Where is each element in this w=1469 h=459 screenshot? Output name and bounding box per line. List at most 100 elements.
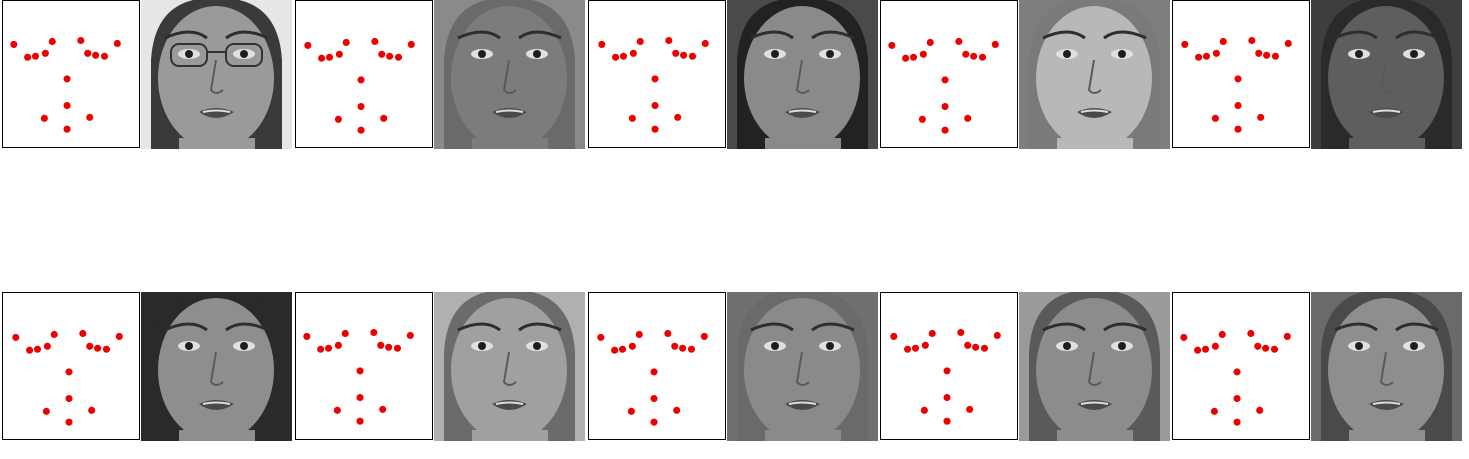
landmark-point xyxy=(50,330,58,339)
landmark-plot xyxy=(2,292,140,440)
landmark-point xyxy=(687,345,696,353)
landmark-point xyxy=(385,343,393,351)
landmark-point xyxy=(919,50,927,58)
landmark-point xyxy=(1234,125,1242,133)
landmark-point xyxy=(955,37,963,46)
landmark-point xyxy=(303,332,311,340)
sample-pair xyxy=(878,292,1170,448)
landmark-plot xyxy=(295,0,433,148)
landmark-point xyxy=(920,406,928,414)
landmark-point xyxy=(618,345,627,353)
landmark-point xyxy=(84,49,92,57)
landmark-point xyxy=(962,50,970,58)
landmark-point xyxy=(651,101,659,110)
landmark-point xyxy=(612,53,620,61)
landmark-point xyxy=(386,52,394,60)
landmark-point xyxy=(357,126,365,134)
landmark-point xyxy=(102,345,111,353)
grid-row-1 xyxy=(0,0,1469,156)
landmark-point xyxy=(1234,101,1242,110)
landmark-point xyxy=(978,53,987,61)
face-photo xyxy=(434,292,585,441)
landmark-point xyxy=(651,75,659,83)
landmark-point xyxy=(115,332,123,340)
landmark-point xyxy=(980,344,989,352)
landmark-point xyxy=(1233,394,1241,403)
face-photo xyxy=(1019,292,1170,441)
landmark-point xyxy=(94,344,102,352)
landmark-point xyxy=(918,115,926,123)
sample-pair xyxy=(1170,0,1462,156)
landmark-point xyxy=(991,40,999,48)
landmark-point xyxy=(43,342,51,350)
landmark-point xyxy=(393,344,402,352)
landmark-point xyxy=(629,49,637,57)
landmark-point xyxy=(1283,332,1291,340)
face-photo xyxy=(1311,292,1462,441)
landmark-point xyxy=(635,330,643,339)
landmark-point xyxy=(674,113,682,121)
face-photo xyxy=(141,0,292,149)
landmark-point xyxy=(65,394,73,403)
landmark-point xyxy=(679,344,687,352)
landmark-point xyxy=(1247,329,1255,338)
landmark-point xyxy=(63,101,71,110)
landmark-point xyxy=(24,53,32,61)
landmark-point xyxy=(1248,36,1256,45)
landmark-point xyxy=(77,36,85,45)
landmark-point xyxy=(1212,49,1220,57)
landmark-point xyxy=(1180,333,1188,341)
landmark-point xyxy=(1256,406,1264,414)
landmark-point xyxy=(941,76,949,84)
landmark-point xyxy=(63,125,71,133)
landmark-point xyxy=(86,113,94,121)
landmark-point xyxy=(356,417,364,425)
landmark-point xyxy=(598,40,606,48)
face-photo xyxy=(1019,0,1170,149)
landmark-point xyxy=(12,333,20,341)
landmark-point xyxy=(407,40,415,48)
landmark-point xyxy=(928,329,936,338)
landmark-point xyxy=(650,368,658,376)
sample-pair xyxy=(0,0,292,156)
landmark-point xyxy=(619,52,628,60)
landmark-point xyxy=(1211,342,1219,350)
landmark-point xyxy=(902,54,910,62)
landmark-point xyxy=(673,406,681,414)
landmark-point xyxy=(79,329,87,338)
landmark-point xyxy=(700,332,708,340)
landmark-point xyxy=(943,367,951,375)
landmark-point xyxy=(911,344,920,352)
landmark-point xyxy=(688,52,697,60)
sample-pair xyxy=(0,292,292,448)
landmark-point xyxy=(628,114,636,122)
landmark-point xyxy=(10,40,18,48)
landmark-point xyxy=(324,344,333,352)
landmark-point xyxy=(1263,51,1271,59)
landmark-point xyxy=(941,126,949,134)
sample-pair xyxy=(1170,292,1462,448)
landmark-point xyxy=(26,346,34,354)
landmark-point xyxy=(65,368,73,376)
landmark-point xyxy=(406,331,414,339)
landmark-point xyxy=(42,407,50,415)
landmark-plot xyxy=(588,292,726,440)
landmark-point xyxy=(1262,344,1270,352)
landmark-point xyxy=(650,418,658,426)
landmark-point xyxy=(304,41,312,49)
landmark-point xyxy=(650,394,658,403)
landmark-point xyxy=(1219,37,1227,46)
sample-pair xyxy=(878,0,1170,156)
sample-pair xyxy=(586,292,878,448)
landmark-point xyxy=(333,406,341,414)
landmark-point xyxy=(665,36,673,45)
landmark-point xyxy=(356,393,364,402)
landmark-point xyxy=(41,49,49,57)
landmark-plot xyxy=(2,0,140,148)
landmark-point xyxy=(890,332,898,340)
sample-pair xyxy=(293,0,585,156)
landmark-point xyxy=(86,342,94,350)
landmark-point xyxy=(88,406,96,414)
face-photo xyxy=(727,292,878,441)
landmark-point xyxy=(993,331,1001,339)
